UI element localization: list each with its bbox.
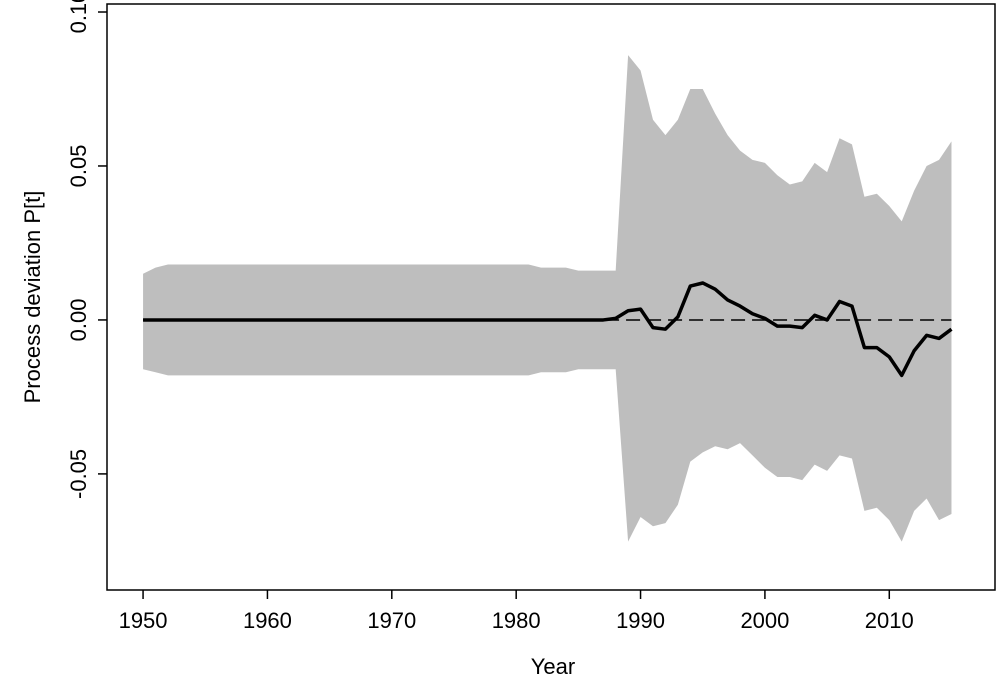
plot-area — [143, 55, 953, 542]
y-tick-label: -0.05 — [66, 449, 91, 499]
x-tick-label: 1980 — [492, 608, 541, 633]
mean-line — [143, 281, 953, 378]
x-tick-label: 1960 — [243, 608, 292, 633]
plot-frame — [106, 3, 996, 591]
y-tick-label: 0.00 — [66, 299, 91, 342]
x-tick-label: 2000 — [740, 608, 789, 633]
x-tick-label: 1950 — [119, 608, 168, 633]
x-tick-label: 2010 — [865, 608, 914, 633]
y-tick-label: 0.10 — [66, 0, 91, 33]
y-tick-label: 0.05 — [66, 145, 91, 188]
x-axis-label: Year — [531, 654, 575, 679]
x-tick-label: 1990 — [616, 608, 665, 633]
y-axis-label: Process deviation P[t] — [20, 191, 45, 404]
x-tick-label: 1970 — [367, 608, 416, 633]
confidence-band — [143, 55, 952, 542]
